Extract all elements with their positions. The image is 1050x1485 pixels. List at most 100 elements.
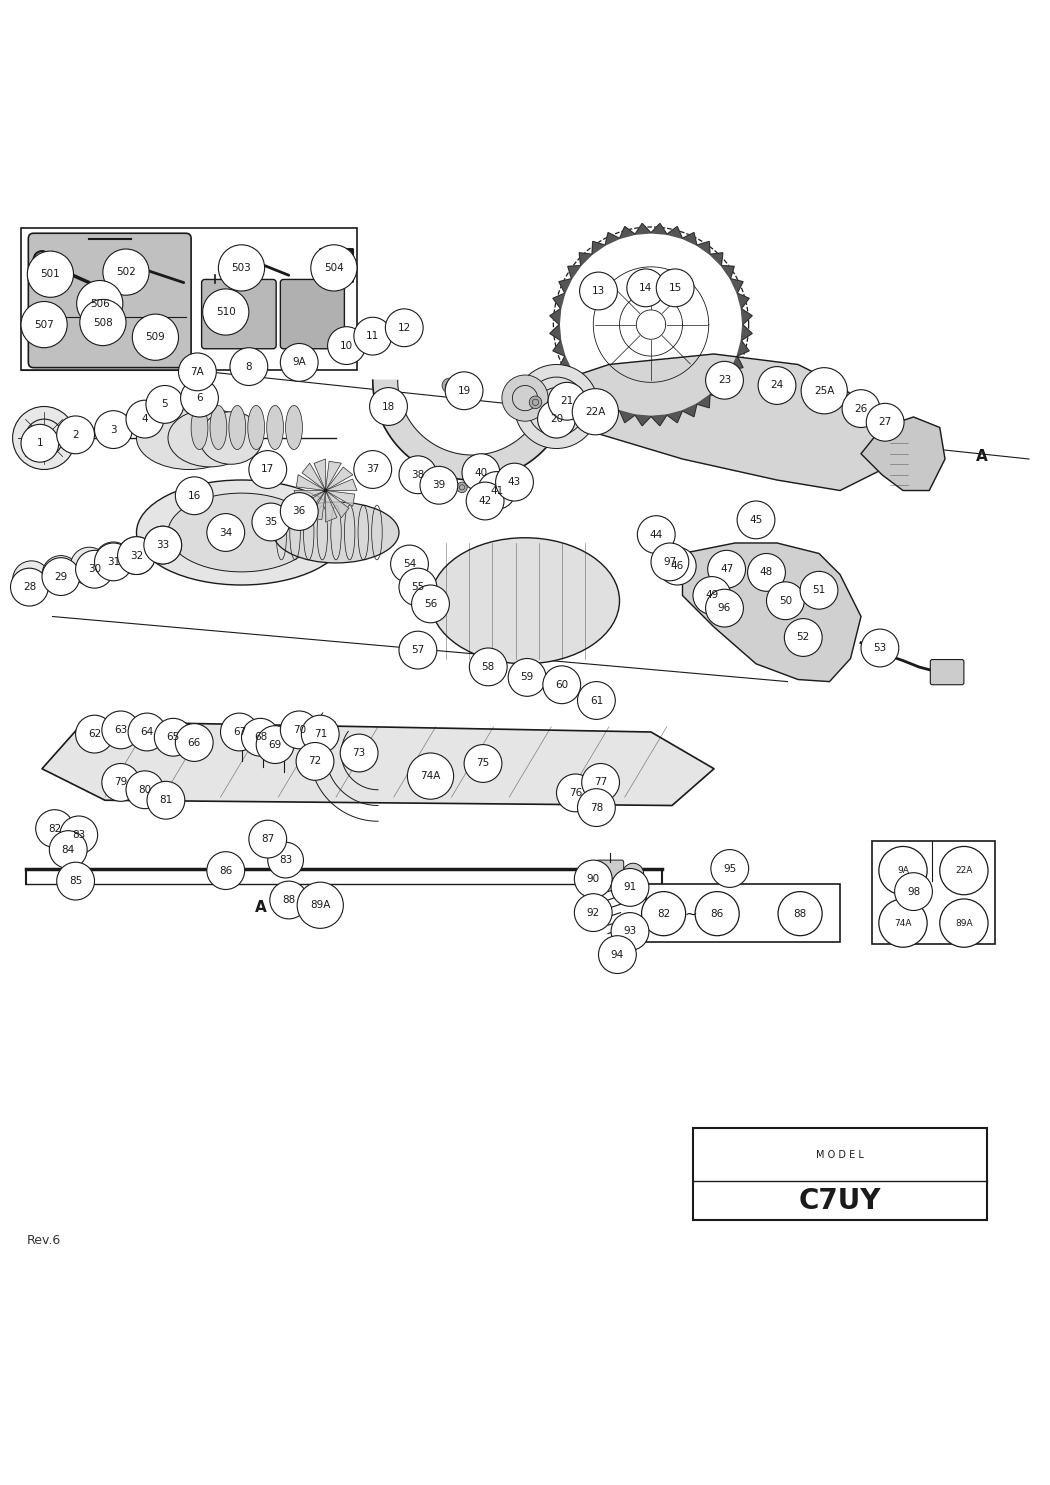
Circle shape xyxy=(10,569,48,606)
Ellipse shape xyxy=(267,405,284,450)
Text: 36: 36 xyxy=(293,506,306,517)
Circle shape xyxy=(842,389,880,428)
Circle shape xyxy=(220,713,258,751)
Circle shape xyxy=(311,245,357,291)
Ellipse shape xyxy=(273,502,399,563)
Text: 86: 86 xyxy=(711,909,723,919)
Circle shape xyxy=(466,483,504,520)
Text: 64: 64 xyxy=(141,728,153,737)
Text: 83: 83 xyxy=(279,855,292,866)
Text: 9A: 9A xyxy=(897,866,909,875)
Text: 41: 41 xyxy=(490,486,503,496)
Text: 509: 509 xyxy=(146,333,165,342)
Circle shape xyxy=(582,763,620,802)
Ellipse shape xyxy=(286,405,302,450)
Text: 67: 67 xyxy=(233,728,246,737)
Text: 76: 76 xyxy=(569,789,582,797)
FancyBboxPatch shape xyxy=(280,279,344,349)
Text: 39: 39 xyxy=(433,480,445,490)
Circle shape xyxy=(280,493,318,530)
Polygon shape xyxy=(568,370,581,383)
Text: 89A: 89A xyxy=(310,900,331,910)
FancyBboxPatch shape xyxy=(28,233,191,368)
Circle shape xyxy=(574,894,612,931)
Text: 44: 44 xyxy=(650,530,663,539)
Text: 7A: 7A xyxy=(190,367,205,377)
Text: 24: 24 xyxy=(771,380,783,391)
Circle shape xyxy=(178,353,216,391)
Circle shape xyxy=(102,711,140,748)
Circle shape xyxy=(94,544,132,581)
Text: 82: 82 xyxy=(657,909,670,919)
Text: 73: 73 xyxy=(353,748,365,757)
Circle shape xyxy=(370,388,407,425)
Circle shape xyxy=(651,544,689,581)
Circle shape xyxy=(766,582,804,619)
Circle shape xyxy=(354,450,392,489)
Circle shape xyxy=(580,272,617,310)
Circle shape xyxy=(103,249,149,296)
Text: 75: 75 xyxy=(477,759,489,769)
Text: 501: 501 xyxy=(41,269,60,279)
Circle shape xyxy=(496,463,533,500)
Circle shape xyxy=(13,561,50,598)
Circle shape xyxy=(27,251,74,297)
Circle shape xyxy=(895,873,932,910)
Circle shape xyxy=(144,526,182,564)
Circle shape xyxy=(21,301,67,347)
Text: 66: 66 xyxy=(188,738,201,747)
Text: 96: 96 xyxy=(718,603,731,613)
Circle shape xyxy=(13,407,76,469)
Bar xyxy=(21,229,357,370)
Polygon shape xyxy=(326,468,353,490)
Text: 70: 70 xyxy=(293,725,306,735)
Circle shape xyxy=(706,590,743,627)
Text: 35: 35 xyxy=(265,517,277,527)
Circle shape xyxy=(42,555,80,594)
Polygon shape xyxy=(553,340,565,356)
Circle shape xyxy=(462,454,500,492)
Text: 37: 37 xyxy=(366,465,379,475)
Text: 53: 53 xyxy=(874,643,886,653)
Circle shape xyxy=(146,386,184,423)
Circle shape xyxy=(385,309,423,346)
Polygon shape xyxy=(697,242,710,254)
Circle shape xyxy=(543,665,581,704)
Text: 46: 46 xyxy=(671,561,684,572)
Text: 508: 508 xyxy=(93,318,112,328)
Circle shape xyxy=(464,744,502,783)
Polygon shape xyxy=(559,356,571,370)
Polygon shape xyxy=(294,490,325,502)
Text: 47: 47 xyxy=(720,564,733,575)
Circle shape xyxy=(778,891,822,936)
Circle shape xyxy=(102,763,140,802)
Circle shape xyxy=(270,881,308,919)
Circle shape xyxy=(529,396,542,408)
Text: 72: 72 xyxy=(309,756,321,766)
Polygon shape xyxy=(553,293,565,309)
Text: 95: 95 xyxy=(723,863,736,873)
Text: 34: 34 xyxy=(219,527,232,538)
Circle shape xyxy=(445,371,483,410)
Text: 88: 88 xyxy=(794,909,806,919)
Text: 56: 56 xyxy=(424,598,437,609)
Polygon shape xyxy=(731,356,743,370)
Circle shape xyxy=(128,713,166,751)
Text: 77: 77 xyxy=(594,778,607,787)
Polygon shape xyxy=(651,414,667,426)
Circle shape xyxy=(478,472,516,509)
Circle shape xyxy=(514,364,598,448)
Text: 18: 18 xyxy=(382,401,395,411)
Circle shape xyxy=(469,647,507,686)
Circle shape xyxy=(784,619,822,656)
Polygon shape xyxy=(710,383,722,396)
Circle shape xyxy=(695,891,739,936)
Polygon shape xyxy=(635,223,651,235)
Circle shape xyxy=(412,585,449,622)
Text: 5: 5 xyxy=(162,399,168,410)
Text: 59: 59 xyxy=(521,673,533,683)
Circle shape xyxy=(280,343,318,382)
Polygon shape xyxy=(310,490,326,520)
Text: 4: 4 xyxy=(142,414,148,425)
Text: 58: 58 xyxy=(482,662,495,671)
